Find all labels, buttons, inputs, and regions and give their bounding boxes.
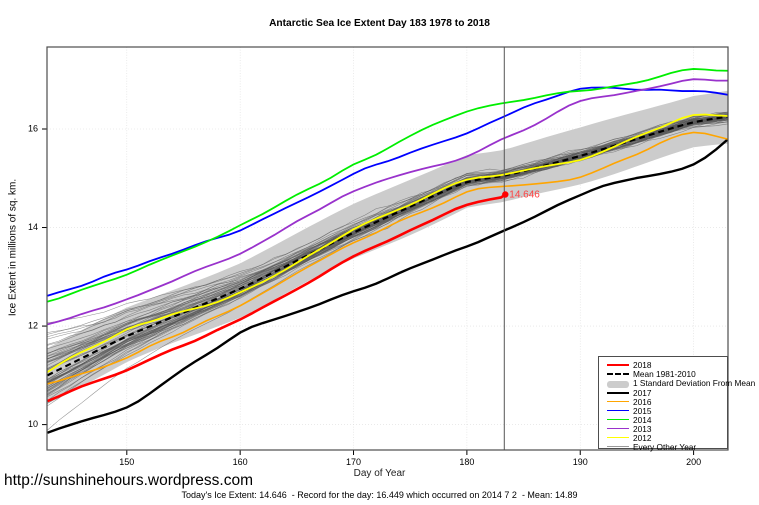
svg-text:180: 180 [459, 457, 474, 467]
svg-text:200: 200 [686, 457, 701, 467]
svg-text:10: 10 [28, 419, 38, 429]
svg-text:190: 190 [573, 457, 588, 467]
svg-text:160: 160 [233, 457, 248, 467]
svg-text:12: 12 [28, 320, 38, 330]
svg-text:16: 16 [28, 123, 38, 133]
svg-text:150: 150 [119, 457, 134, 467]
svg-text:170: 170 [346, 457, 361, 467]
svg-text:14: 14 [28, 222, 38, 232]
svg-text:14.646: 14.646 [509, 190, 540, 201]
